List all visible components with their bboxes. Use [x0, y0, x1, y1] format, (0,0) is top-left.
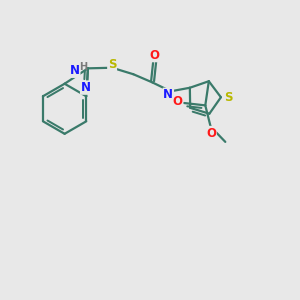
Text: S: S [108, 58, 116, 71]
Text: N: N [70, 64, 80, 77]
Text: O: O [150, 49, 160, 62]
Text: O: O [206, 127, 216, 140]
Text: N: N [163, 88, 173, 101]
Text: N: N [81, 81, 91, 94]
Text: S: S [224, 91, 232, 104]
Text: O: O [172, 95, 183, 108]
Text: H: H [79, 61, 87, 72]
Text: H: H [172, 97, 181, 106]
